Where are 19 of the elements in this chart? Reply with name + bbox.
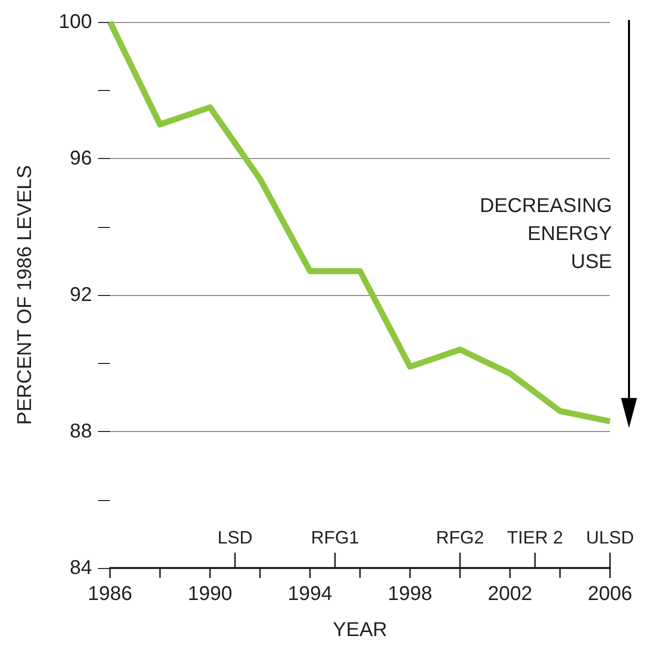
x-tick-label: 1998 (388, 583, 432, 605)
x-tick-label: 2002 (488, 583, 532, 605)
x-tick-label: 1994 (288, 583, 332, 605)
x-tick-label: 1986 (88, 583, 132, 605)
ref-line-label: ULSD (586, 528, 634, 548)
x-tick-label: 2006 (588, 583, 632, 605)
ref-line-label: LSD (217, 528, 253, 548)
ref-line-label: RFG1 (310, 528, 360, 548)
y-tick-label: 100 (58, 11, 92, 33)
x-tick-label: 1990 (188, 583, 232, 605)
y-tick-label: 88 (70, 420, 92, 442)
ref-line-label: RFG2 (436, 528, 484, 548)
annotation: DECREASING ENERGY USE (480, 194, 612, 275)
x-axis-title: YEAR (332, 619, 388, 641)
y-tick-label: 84 (70, 557, 92, 579)
y-tick-label: 92 (70, 284, 92, 306)
ref-line-label: TIER 2 (506, 528, 564, 548)
y-tick-label: 96 (70, 148, 92, 170)
y-axis-title: PERCENT OF 1986 LEVELS (14, 165, 36, 425)
